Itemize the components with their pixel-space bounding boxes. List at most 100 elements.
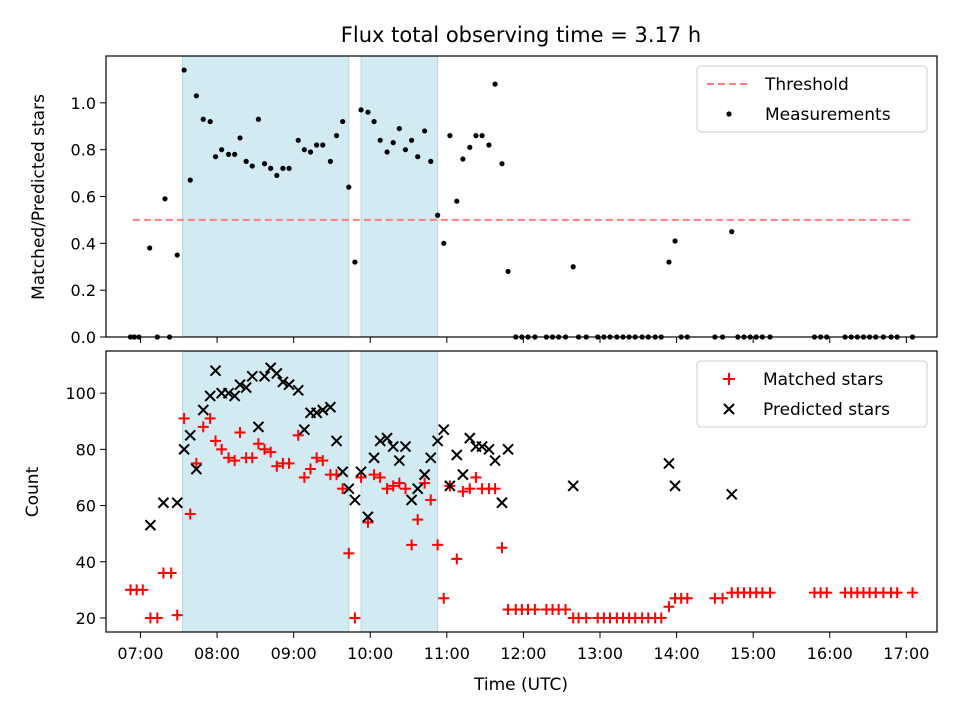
predicted-stars-point bbox=[362, 511, 374, 523]
matched-stars-point bbox=[419, 477, 431, 489]
ratio-panel-axes: 0.0 0.2 0.4 0.6 0.8 1.0 bbox=[71, 55, 938, 347]
matched-stars-point bbox=[298, 471, 310, 483]
matched-stars-point bbox=[381, 483, 393, 495]
measurements-point bbox=[402, 147, 409, 153]
measurements-point bbox=[570, 264, 576, 270]
matched-stars-point bbox=[560, 604, 572, 616]
matched-stars-point bbox=[292, 429, 304, 441]
predicted-stars-point bbox=[209, 364, 222, 377]
y-tick-label: 20 bbox=[76, 609, 96, 628]
predicted-stars-point bbox=[330, 435, 343, 447]
observing-interval-shade bbox=[182, 55, 350, 338]
predicted-stars-point bbox=[349, 494, 361, 506]
ratio-legend-box bbox=[696, 65, 928, 133]
x-tick-label: 09:00 bbox=[271, 644, 317, 663]
count-panel-axes: 20 40 60 80 100 07:00 08:00 09:00 10:00 11:00 12:0… bbox=[65, 350, 938, 663]
predicted-stars-point bbox=[178, 443, 190, 456]
matched-stars-point bbox=[457, 486, 469, 497]
measurements-point bbox=[174, 252, 180, 258]
predicted-legend-label: Predicted stars bbox=[763, 400, 890, 420]
matched-stars-point bbox=[821, 587, 833, 599]
predicted-stars-point bbox=[310, 407, 323, 419]
measurements-point bbox=[467, 144, 473, 150]
matched-stars-point bbox=[368, 469, 380, 481]
measurements-point bbox=[454, 198, 460, 204]
measurements-point bbox=[365, 109, 371, 115]
matched-stars-point bbox=[337, 483, 349, 495]
matched-stars-point bbox=[178, 412, 190, 424]
observing-interval-shade bbox=[182, 350, 350, 633]
matched-stars-point bbox=[343, 547, 355, 559]
measurements-point bbox=[249, 163, 255, 169]
predicted-stars-point bbox=[502, 443, 514, 456]
count-panel-shaded-regions bbox=[182, 350, 439, 633]
measurements-point bbox=[193, 93, 199, 99]
y-tick-label: 0.0 bbox=[71, 328, 96, 347]
matched-stars-point bbox=[246, 452, 258, 464]
matched-stars-point bbox=[681, 592, 693, 604]
measurements-point bbox=[505, 268, 511, 275]
predicted-stars-point bbox=[374, 435, 386, 447]
matched-stars-point bbox=[304, 463, 316, 475]
predicted-stars-point bbox=[277, 376, 289, 388]
measurements-point bbox=[666, 259, 672, 265]
predicted-stars-point bbox=[418, 468, 431, 481]
measurements-point bbox=[207, 118, 213, 125]
observing-interval-shade bbox=[360, 55, 439, 338]
y-tick-label: 0.8 bbox=[71, 141, 96, 160]
predicted-stars-point bbox=[399, 440, 412, 453]
x-tick-label: 15:00 bbox=[730, 644, 776, 663]
predicted-stars-point bbox=[246, 370, 258, 382]
matched-stars-point bbox=[393, 477, 405, 489]
matched-stars-point bbox=[311, 452, 323, 464]
predicted-stars-point bbox=[425, 452, 437, 464]
y-tick-label: 80 bbox=[76, 440, 96, 459]
predicted-stars-point bbox=[283, 379, 295, 391]
measurements-point bbox=[314, 142, 320, 148]
matched-stars-point bbox=[171, 609, 183, 621]
matched-stars-point bbox=[259, 443, 271, 455]
matched-stars-point bbox=[464, 483, 476, 495]
matched-stars-point bbox=[425, 494, 437, 506]
measurements-point bbox=[352, 259, 358, 265]
measurements-point bbox=[280, 165, 286, 171]
measurements-point bbox=[243, 158, 249, 164]
predicted-stars-point bbox=[496, 497, 508, 509]
measurements-point bbox=[237, 135, 243, 141]
matched-stars-point bbox=[489, 483, 501, 495]
matched-stars-point bbox=[399, 483, 411, 495]
matched-stars-point bbox=[374, 471, 386, 483]
matched-stars-point bbox=[349, 612, 361, 624]
matched-stars-point bbox=[190, 457, 202, 469]
ratio-panel-shaded-regions bbox=[182, 55, 439, 338]
predicted-stars-point bbox=[234, 379, 246, 391]
predicted-stars-point bbox=[355, 466, 367, 478]
measurements-point bbox=[384, 149, 390, 155]
predicted-stars-point bbox=[387, 440, 399, 453]
predicted-stars-point bbox=[271, 367, 283, 380]
predicted-stars-point bbox=[567, 480, 579, 492]
predicted-stars-point bbox=[171, 497, 183, 509]
matched-stars-point bbox=[317, 455, 329, 467]
matched-stars-point bbox=[184, 508, 196, 520]
matched-stars-point bbox=[891, 587, 903, 599]
matched-stars-point bbox=[764, 587, 776, 599]
predicted-stars-point bbox=[324, 401, 337, 413]
matched-stars-point bbox=[210, 435, 222, 447]
measurements-point bbox=[390, 140, 396, 146]
y-tick-label: 0.4 bbox=[71, 234, 96, 253]
measurements-point bbox=[435, 212, 441, 218]
predicted-stars-point bbox=[204, 390, 216, 402]
matched-legend-label: Matched stars bbox=[763, 370, 883, 390]
measurements-point bbox=[286, 165, 292, 171]
matched-stars-point bbox=[580, 612, 592, 624]
measurements-point bbox=[268, 165, 274, 171]
matched-stars-point bbox=[387, 480, 399, 492]
predicted-stars-point bbox=[197, 404, 209, 416]
matched-stars-point bbox=[412, 514, 424, 526]
matched-stars-point bbox=[470, 471, 482, 483]
x-tick-label: 13:00 bbox=[577, 644, 623, 663]
predicted-stars-point bbox=[483, 443, 495, 456]
y-tick-label: 0.2 bbox=[71, 281, 96, 300]
